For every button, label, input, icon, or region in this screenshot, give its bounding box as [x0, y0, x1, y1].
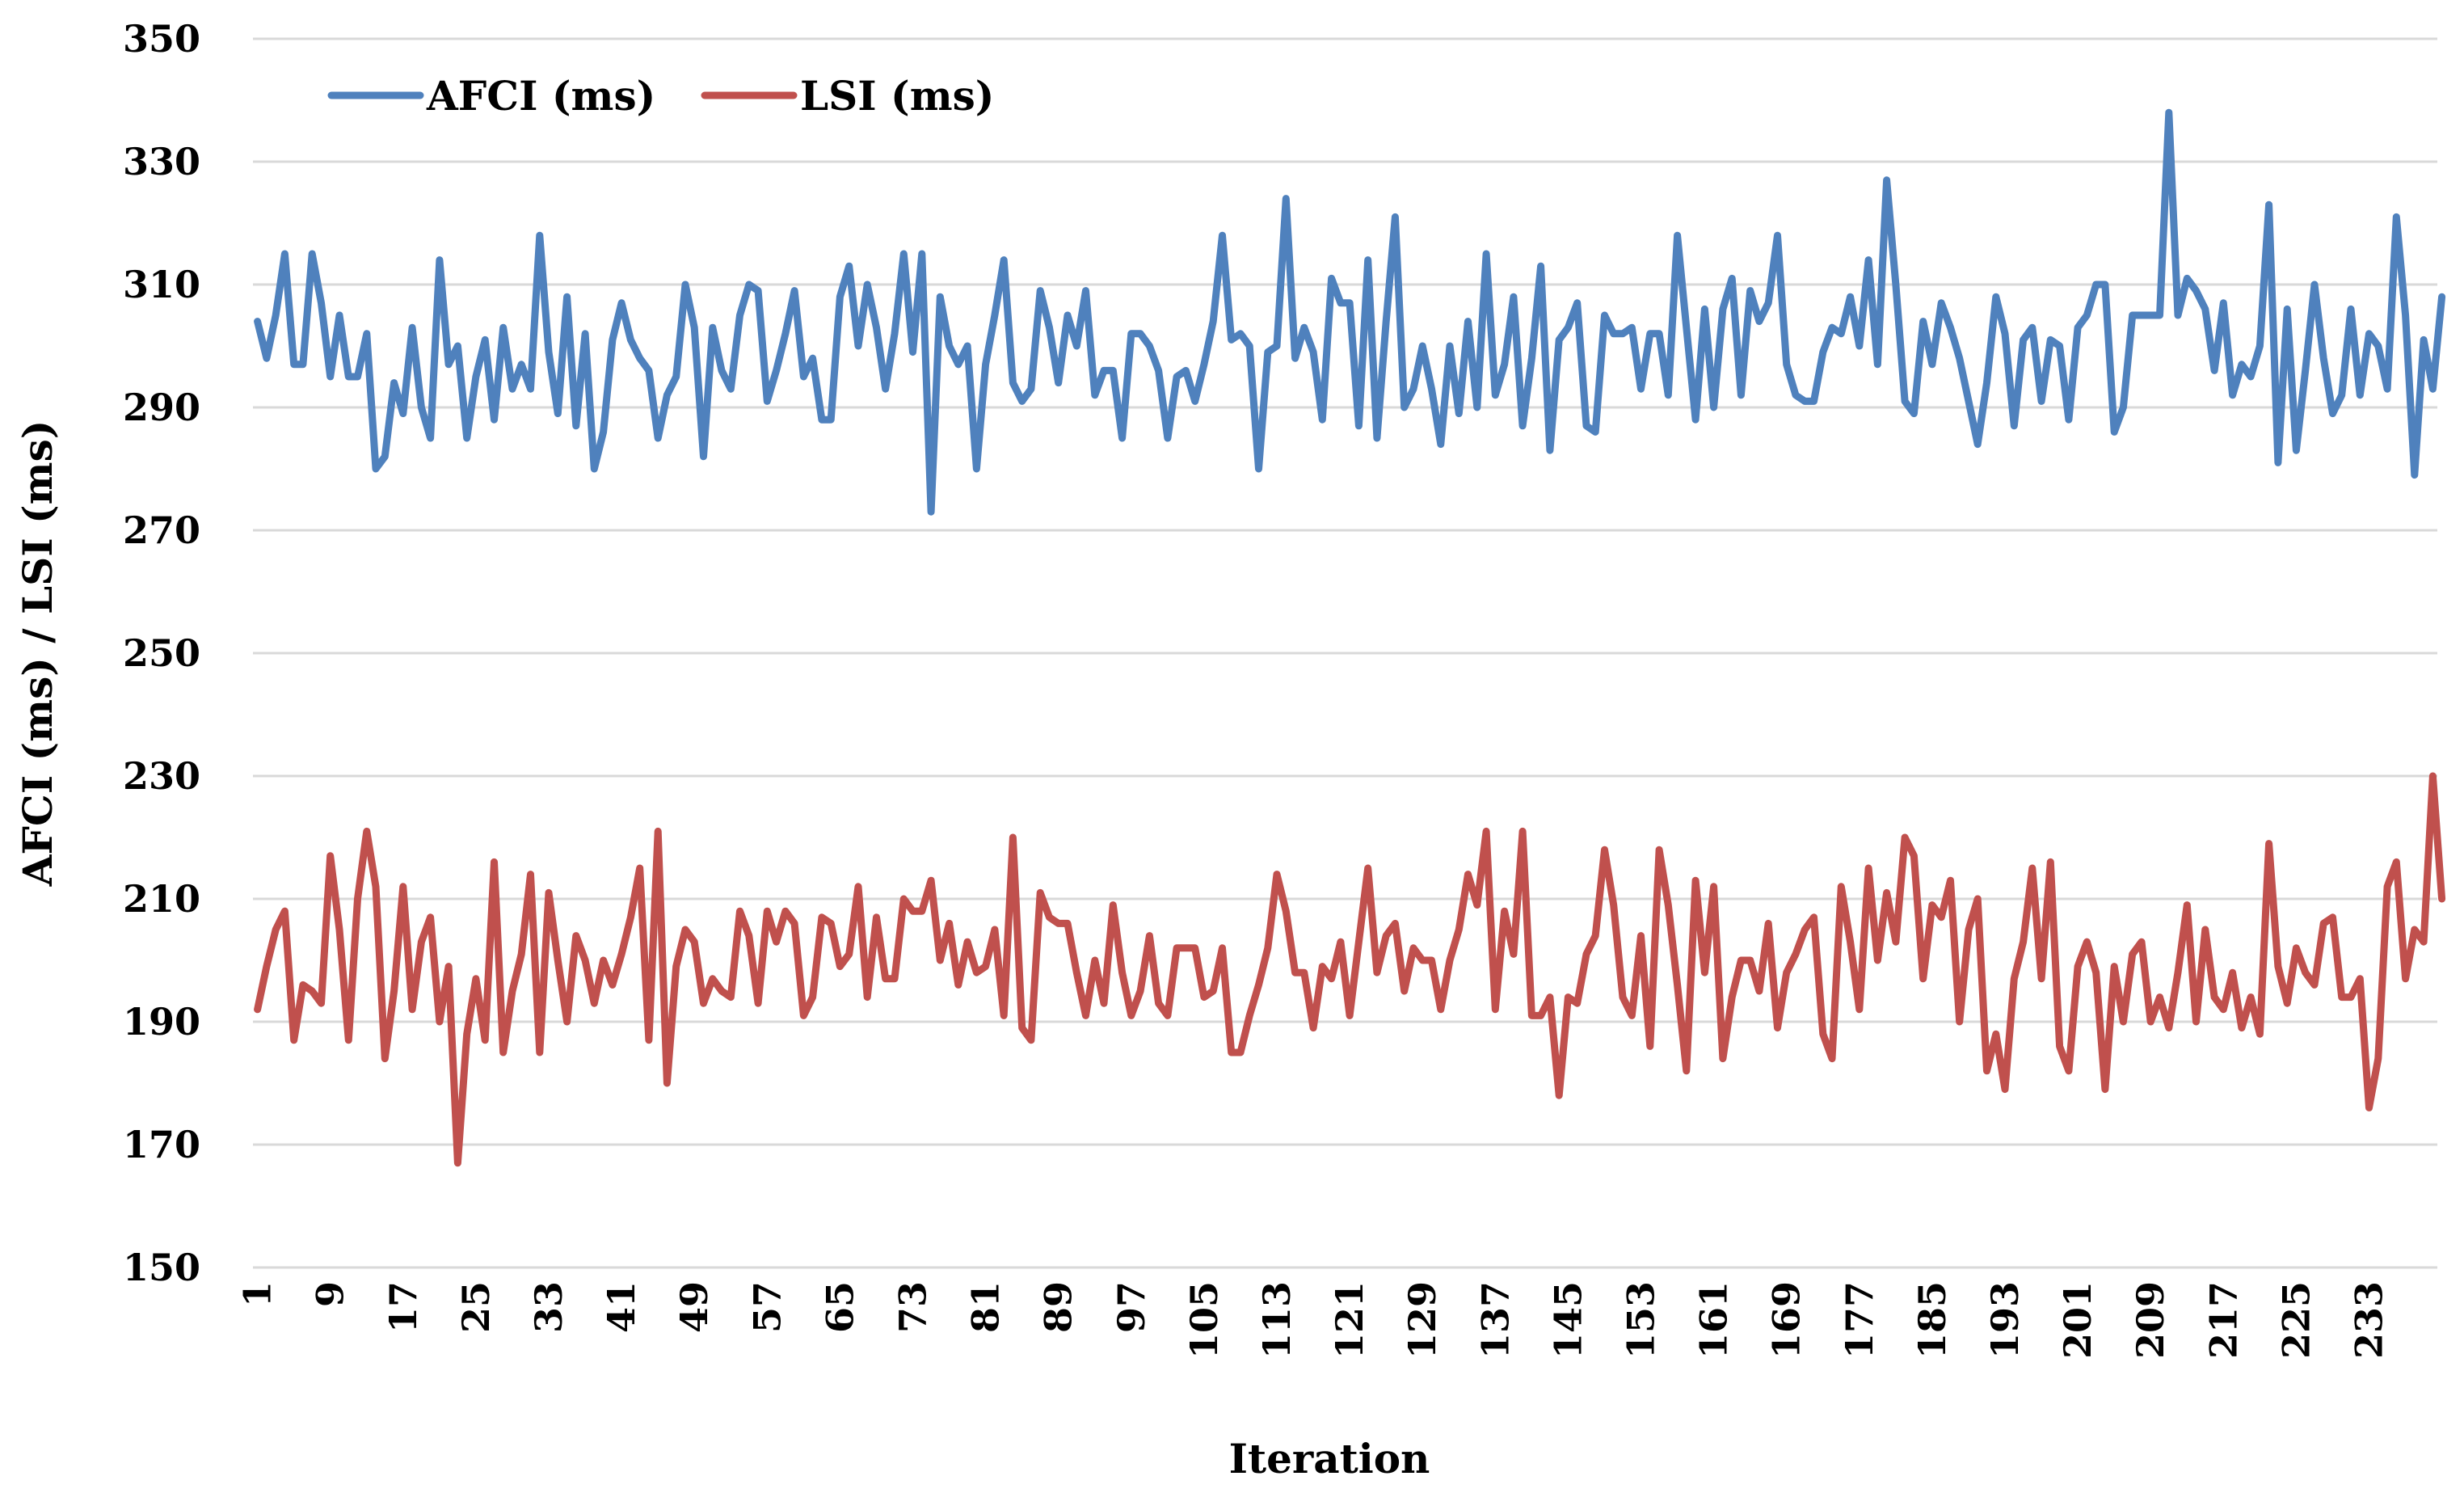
- x-tick-label: 73: [891, 1281, 935, 1333]
- y-tick-label: 150: [123, 1246, 200, 1289]
- y-tick-label: 330: [123, 140, 200, 183]
- legend: AFCI (ms) LSI (ms): [327, 72, 994, 120]
- x-tick-label: 33: [527, 1281, 571, 1333]
- y-tick-labels: 150 170 190 210 230 250 270 290 310 330 350: [123, 17, 200, 1289]
- y-tick-label: 230: [123, 754, 200, 798]
- x-tick-label: 105: [1182, 1281, 1226, 1359]
- gridlines: [253, 37, 2437, 1269]
- x-tick-label: 9: [309, 1281, 352, 1307]
- x-tick-label: 113: [1255, 1281, 1299, 1359]
- y-tick-label: 210: [123, 877, 200, 921]
- x-tick-label: 1: [236, 1281, 280, 1307]
- x-tick-label: 65: [818, 1281, 861, 1333]
- x-tick-label: 25: [454, 1281, 498, 1333]
- x-tick-label: 225: [2274, 1281, 2318, 1359]
- x-tick-label: 81: [964, 1281, 1008, 1333]
- y-tick-label: 350: [123, 17, 200, 61]
- y-tick-label: 270: [123, 508, 200, 552]
- y-tick-label: 170: [123, 1123, 200, 1166]
- series-lines: [254, 108, 2446, 1167]
- x-tick-labels: 1 9 17 25 33 41 49 57 65 73 81 89 97 105 113 121 129 137 1…: [236, 1281, 2391, 1359]
- x-tick-label: 89: [1037, 1281, 1080, 1333]
- x-tick-label: 41: [600, 1281, 643, 1333]
- x-tick-label: 49: [672, 1281, 716, 1333]
- x-tick-label: 161: [1692, 1281, 1736, 1359]
- y-tick-label: 190: [123, 1000, 200, 1044]
- x-tick-label: 209: [2129, 1281, 2172, 1359]
- x-tick-label: 145: [1546, 1281, 1590, 1359]
- y-tick-label: 250: [123, 631, 200, 675]
- x-tick-label: 153: [1620, 1281, 1663, 1359]
- x-tick-label: 97: [1110, 1281, 1153, 1333]
- series-line-afci: [254, 108, 2446, 516]
- x-tick-label: 217: [2201, 1281, 2245, 1359]
- x-tick-label: 193: [1983, 1281, 2027, 1359]
- legend-label-afci: AFCI (ms): [426, 72, 655, 120]
- y-tick-label: 290: [123, 386, 200, 429]
- series-line-lsi: [254, 772, 2446, 1167]
- y-axis-title: AFCI (ms) / LSI (ms): [14, 420, 61, 888]
- x-axis-title: Iteration: [1229, 1435, 1430, 1482]
- x-tick-label: 177: [1838, 1281, 1881, 1359]
- legend-label-lsi: LSI (ms): [800, 72, 994, 120]
- x-tick-label: 137: [1473, 1281, 1517, 1359]
- x-tick-label: 57: [745, 1281, 789, 1333]
- x-tick-label: 233: [2348, 1281, 2391, 1359]
- y-tick-label: 310: [123, 263, 200, 306]
- x-tick-label: 169: [1765, 1281, 1809, 1359]
- x-tick-label: 201: [2056, 1281, 2100, 1359]
- x-tick-label: 17: [381, 1281, 425, 1333]
- x-tick-label: 185: [1910, 1281, 1954, 1359]
- x-tick-label: 121: [1328, 1281, 1371, 1359]
- x-tick-label: 129: [1400, 1281, 1444, 1359]
